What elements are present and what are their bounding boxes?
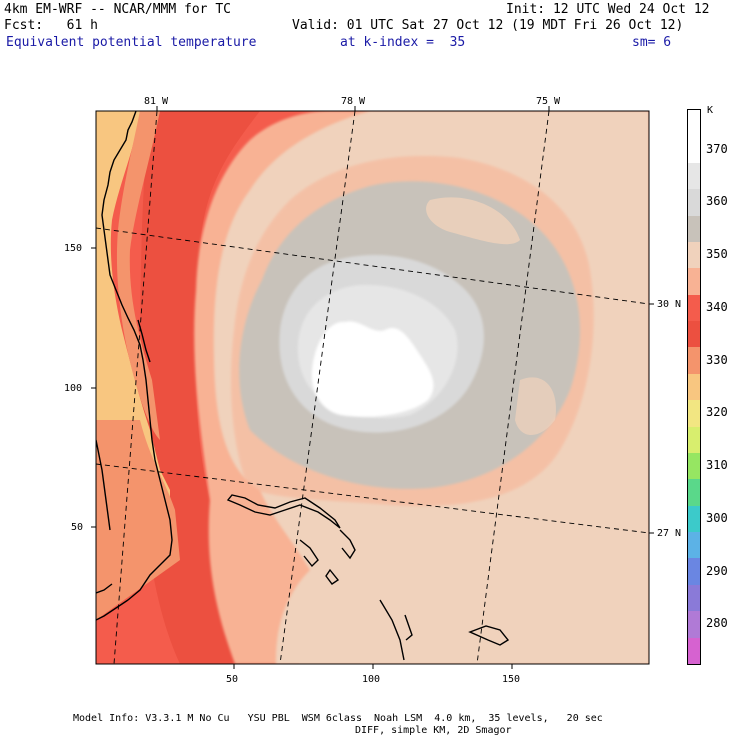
colorbar-labels: 370 360 350 340 330 320 310 300 290 280 <box>702 109 738 665</box>
model-info-diff: DIFF, simple KM, 2D Smagor <box>355 725 512 736</box>
theta-e-field <box>96 111 649 664</box>
field-name: Equivalent potential temperature <box>6 35 257 50</box>
colorbar-segment <box>688 584 700 612</box>
colorbar-label: 330 <box>706 352 728 367</box>
x-tick-50: 50 <box>226 674 239 685</box>
lat-label-30n: 30 N <box>657 299 682 310</box>
colorbar-label: 310 <box>706 458 728 473</box>
level-index: at k-index = 35 <box>340 35 466 50</box>
lon-label-81w: 81 W <box>144 96 169 107</box>
colorbar-label: 350 <box>706 247 728 262</box>
colorbar-unit: K <box>707 105 714 116</box>
coastlines <box>96 111 510 661</box>
colorbar-segment <box>688 136 700 164</box>
init-time: Init: 12 UTC Wed 24 Oct 12 <box>506 2 710 17</box>
axis-ticks <box>91 106 654 669</box>
model-title: 4km EM-WRF -- NCAR/MMM for TC <box>4 2 231 17</box>
colorbar-segment <box>688 110 700 137</box>
colorbar-label: 340 <box>706 299 728 314</box>
colorbar-label: 290 <box>706 563 728 578</box>
lon-label-75w: 75 W <box>536 96 561 107</box>
colorbar-label: 320 <box>706 405 728 420</box>
smoothing-label: sm= 6 <box>632 35 672 50</box>
colorbar-label: 300 <box>706 510 728 525</box>
colorbar-segment <box>688 215 700 243</box>
colorbar-segment <box>688 400 700 428</box>
colorbar-segment <box>688 611 700 639</box>
colorbar-segment <box>688 373 700 401</box>
colorbar-segment <box>688 426 700 454</box>
colorbar-segment <box>688 452 700 480</box>
colorbar-segment <box>688 294 700 322</box>
colorbar-segment <box>688 505 700 533</box>
y-tick-100: 100 <box>64 383 83 394</box>
colorbar-label: 370 <box>706 141 728 156</box>
colorbar <box>687 109 701 665</box>
colorbar-label: 280 <box>706 616 728 631</box>
colorbar-segment <box>688 162 700 190</box>
x-tick-150: 150 <box>502 674 521 685</box>
latlon-grid <box>95 110 650 665</box>
forecast-hour: Fcst: 61 h <box>4 18 98 33</box>
colorbar-segment <box>688 558 700 586</box>
x-tick-100: 100 <box>362 674 381 685</box>
y-tick-150: 150 <box>64 243 83 254</box>
colorbar-segment <box>688 532 700 559</box>
colorbar-segment <box>688 189 700 217</box>
valid-time: Valid: 01 UTC Sat 27 Oct 12 (19 MDT Fri … <box>292 18 684 33</box>
colorbar-segment <box>688 241 700 269</box>
colorbar-segment <box>688 637 700 665</box>
colorbar-segment <box>688 321 700 348</box>
lat-label-27n: 27 N <box>657 528 682 539</box>
colorbar-label: 360 <box>706 194 728 209</box>
lon-label-78w: 78 W <box>341 96 366 107</box>
y-tick-50: 50 <box>71 522 84 533</box>
colorbar-segment <box>688 268 700 296</box>
model-info: Model Info: V3.3.1 M No Cu YSU PBL WSM 6… <box>73 713 603 724</box>
colorbar-segment <box>688 479 700 507</box>
colorbar-segment <box>688 347 700 375</box>
